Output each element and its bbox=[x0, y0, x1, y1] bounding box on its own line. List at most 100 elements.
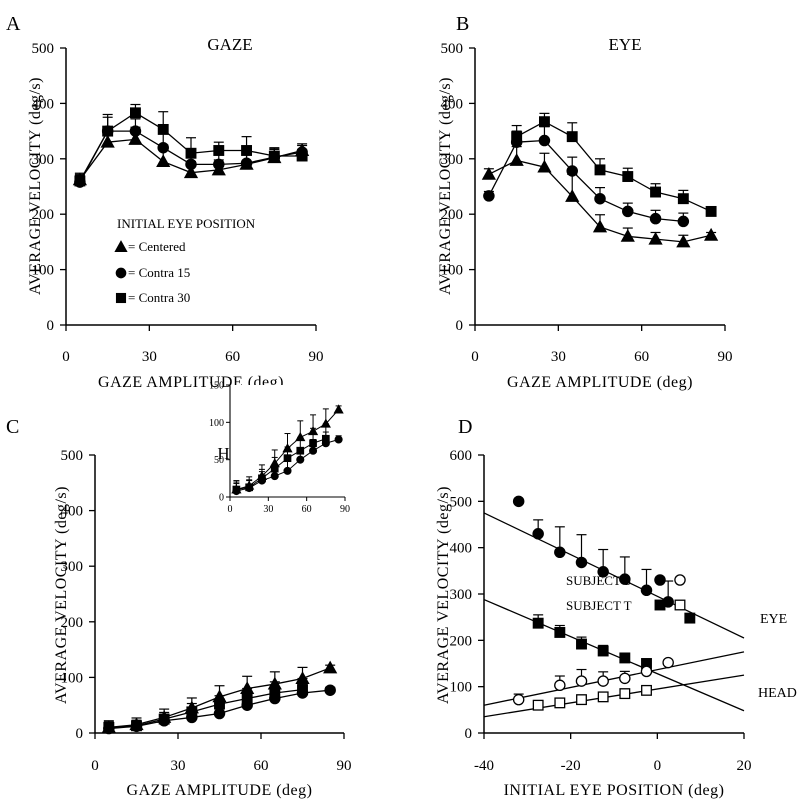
data-point bbox=[640, 665, 653, 678]
x-tick-label: 0 bbox=[654, 758, 662, 774]
x-tick-label: 30 bbox=[551, 349, 566, 365]
data-point bbox=[662, 656, 674, 669]
data-point bbox=[213, 707, 226, 720]
y-tick-label: 300 bbox=[61, 559, 84, 575]
data-point bbox=[619, 573, 631, 585]
data-point bbox=[537, 159, 552, 173]
data-point bbox=[183, 165, 199, 179]
x-tick-label: 90 bbox=[309, 349, 324, 365]
legend-marker bbox=[674, 574, 686, 586]
data-point bbox=[594, 192, 606, 205]
y-tick-label: 100 bbox=[450, 680, 473, 696]
x-axis-label: GAZE AMPLITUDE (deg) bbox=[507, 374, 693, 391]
y-tick-label: 200 bbox=[450, 633, 473, 649]
data-point bbox=[128, 132, 143, 145]
data-point bbox=[576, 694, 587, 706]
panel-label: B bbox=[456, 13, 469, 35]
fit-line bbox=[483, 598, 745, 712]
x-tick-label: 60 bbox=[634, 349, 649, 365]
data-point bbox=[575, 556, 588, 569]
legend-label: = Contra 30 bbox=[128, 290, 190, 305]
y-axis-label: AVERAGE VELOCITY (deg/s) bbox=[53, 486, 70, 704]
inset-data-point bbox=[309, 446, 318, 455]
inset-x-tick-label: 90 bbox=[340, 504, 350, 515]
annotation-head: HEAD bbox=[758, 686, 797, 701]
data-point bbox=[102, 125, 114, 137]
panel-label: A bbox=[6, 13, 21, 35]
y-tick-label: 200 bbox=[441, 207, 464, 223]
data-point bbox=[269, 687, 281, 699]
y-tick-label: 400 bbox=[32, 96, 55, 112]
data-point bbox=[297, 684, 308, 696]
data-point bbox=[100, 134, 115, 148]
legend-label: SUBJECT S bbox=[566, 573, 631, 588]
data-point bbox=[597, 645, 609, 657]
data-point bbox=[565, 189, 580, 202]
data-point bbox=[129, 125, 142, 137]
y-tick-label: 500 bbox=[441, 41, 464, 57]
inset-data-point bbox=[245, 483, 254, 492]
data-point bbox=[268, 150, 280, 162]
x-axis-label: GAZE AMPLITUDE (deg) bbox=[127, 782, 313, 799]
y-tick-label: 0 bbox=[76, 726, 84, 742]
data-point bbox=[620, 229, 635, 242]
data-point bbox=[512, 693, 525, 706]
inset-data-point bbox=[333, 404, 344, 414]
data-point bbox=[241, 145, 253, 156]
data-point bbox=[676, 234, 691, 248]
inset-x-tick-label: 0 bbox=[228, 504, 233, 515]
panel-label: D bbox=[458, 416, 472, 438]
data-point bbox=[684, 612, 696, 624]
data-point bbox=[597, 691, 609, 703]
x-tick-label: -20 bbox=[561, 758, 581, 774]
legend-title: INITIAL EYE POSITION bbox=[117, 216, 256, 231]
x-tick-label: 0 bbox=[62, 349, 70, 365]
data-point bbox=[532, 699, 544, 711]
data-point bbox=[677, 215, 690, 228]
legend-marker bbox=[115, 292, 127, 304]
y-axis-label: AVERAGE VELOCITY (deg/s) bbox=[435, 486, 452, 704]
y-tick-label: 0 bbox=[47, 318, 55, 334]
y-tick-label: 300 bbox=[450, 587, 473, 603]
legend-marker bbox=[114, 240, 128, 253]
data-point bbox=[483, 190, 495, 202]
inset-data-point bbox=[232, 485, 241, 494]
data-point bbox=[554, 546, 566, 559]
x-tick-label: 60 bbox=[225, 349, 240, 365]
data-point bbox=[554, 627, 566, 638]
data-point bbox=[566, 131, 578, 143]
x-tick-label: 30 bbox=[171, 758, 186, 774]
fit-line bbox=[483, 674, 745, 718]
data-point bbox=[213, 158, 225, 171]
data-point bbox=[158, 713, 170, 725]
y-tick-label: 100 bbox=[441, 263, 464, 279]
inset-y-tick-label: 50 bbox=[214, 455, 224, 466]
legend-label: = Centered bbox=[128, 239, 186, 254]
data-point bbox=[481, 166, 496, 180]
chart-panel-b: 0 100 200 300 400 500 0 30 60 90 B GAZE AMPLITUDE (… bbox=[437, 13, 733, 391]
y-tick-label: 500 bbox=[61, 448, 84, 464]
legend-marker bbox=[115, 267, 127, 279]
data-point bbox=[240, 157, 253, 169]
data-point bbox=[594, 164, 606, 176]
x-tick-label: 90 bbox=[337, 758, 352, 774]
annotation-eye: EYE bbox=[760, 612, 787, 627]
x-tick-label: 60 bbox=[254, 758, 269, 774]
inset-y-tick-label: 0 bbox=[219, 493, 224, 504]
data-point bbox=[619, 688, 631, 700]
data-point bbox=[649, 212, 662, 225]
data-point bbox=[619, 672, 631, 685]
fit-line bbox=[483, 512, 745, 639]
data-point bbox=[592, 219, 608, 233]
data-point bbox=[532, 528, 544, 540]
data-point bbox=[622, 205, 634, 218]
data-point bbox=[554, 679, 566, 692]
data-point bbox=[554, 697, 566, 709]
data-point bbox=[129, 107, 141, 119]
x-tick-label: 30 bbox=[142, 349, 157, 365]
inset-data-point bbox=[258, 474, 266, 483]
data-point bbox=[131, 720, 142, 732]
data-point bbox=[185, 147, 197, 159]
inset-data-point bbox=[270, 464, 279, 473]
